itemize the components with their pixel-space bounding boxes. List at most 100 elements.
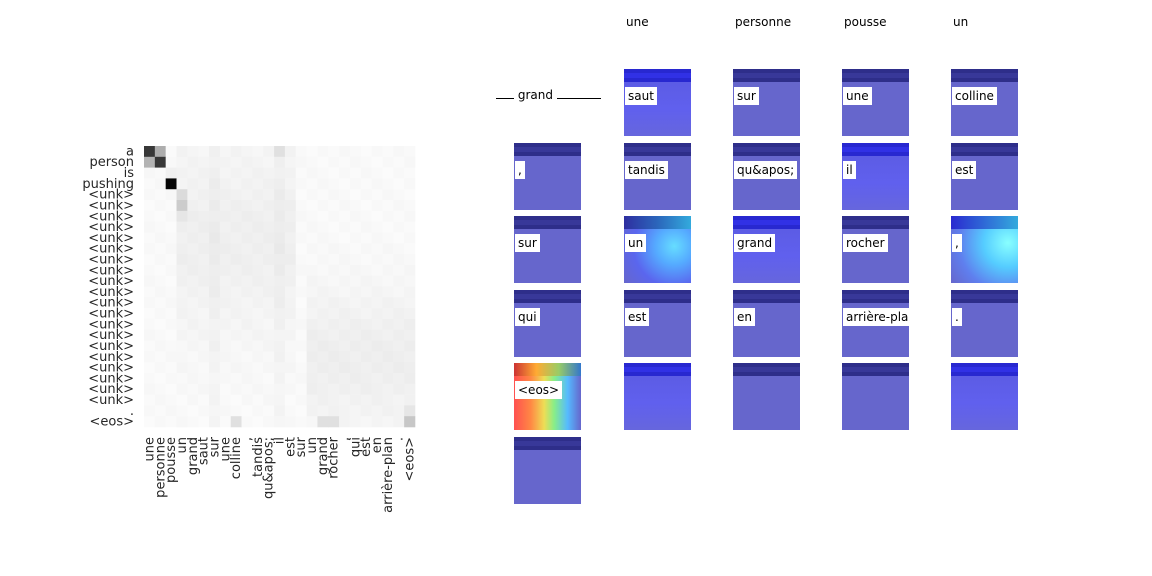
attention-tile: arrière-plan <box>842 290 909 357</box>
heatmap-cell <box>209 351 221 363</box>
heatmap-cell <box>209 210 221 222</box>
heatmap-cell <box>295 329 307 341</box>
heatmap-cell <box>295 200 307 212</box>
heatmap-cell <box>317 232 329 244</box>
tile-label: saut <box>625 87 657 105</box>
attention-tile: est <box>951 143 1018 210</box>
heatmap-cell <box>328 232 340 244</box>
heatmap-cell <box>187 286 199 298</box>
heatmap-cell <box>339 189 351 201</box>
heatmap-cell <box>241 189 253 201</box>
heatmap-cell <box>230 286 242 298</box>
heatmap-cell <box>371 275 383 287</box>
heatmap-cell <box>176 210 188 222</box>
heatmap-cell <box>306 416 318 428</box>
heatmap-cell <box>176 232 188 244</box>
y-tick-label: <unk> <box>88 382 134 397</box>
heatmap-cell <box>382 210 394 222</box>
heatmap-cell <box>349 286 362 298</box>
heatmap-cell <box>349 178 362 190</box>
heatmap-cell <box>393 221 405 233</box>
heatmap-cell <box>360 221 372 233</box>
heatmap-cell <box>295 156 307 168</box>
heatmap-cell <box>371 200 383 212</box>
tile-label: il <box>843 161 856 179</box>
tile-band-inner <box>514 367 581 372</box>
heatmap-cell <box>339 200 351 212</box>
heatmap-cell <box>165 189 177 201</box>
heatmap-cell <box>263 362 275 374</box>
heatmap-cell <box>241 156 253 168</box>
heatmap-cell <box>328 394 340 406</box>
heatmap-cell <box>263 189 275 201</box>
attention-tile <box>624 363 691 430</box>
heatmap-cell <box>154 383 166 395</box>
heatmap-cell <box>339 254 351 266</box>
heatmap-cell <box>144 243 156 255</box>
heatmap-cell <box>198 254 210 266</box>
header-word: personne <box>735 15 792 29</box>
heatmap-cell <box>295 178 307 190</box>
heatmap-cell <box>187 243 199 255</box>
heatmap-cell <box>219 362 232 374</box>
heatmap-cell <box>154 362 166 374</box>
heatmap-cell <box>360 362 372 374</box>
heatmap-cell <box>230 351 242 363</box>
heatmap-cell <box>176 275 188 287</box>
heatmap-cell <box>339 146 351 158</box>
heatmap-cell <box>187 351 199 363</box>
heatmap-cell <box>393 189 405 201</box>
heatmap-cell <box>371 416 383 428</box>
heatmap-cell <box>284 221 297 233</box>
heatmap-cell <box>198 156 210 168</box>
heatmap-cell <box>241 372 253 385</box>
heatmap-cell <box>144 372 156 385</box>
heatmap-cell <box>187 210 199 222</box>
heatmap-cell <box>404 275 416 287</box>
heatmap-cell <box>306 329 318 341</box>
heatmap-cell <box>241 297 253 309</box>
tile-band-inner <box>951 294 1018 299</box>
heatmap-cell <box>219 146 232 158</box>
heatmap-cell <box>252 372 264 385</box>
heatmap-cell <box>198 329 210 341</box>
heatmap-cell <box>393 351 405 363</box>
heatmap-cell <box>317 416 329 428</box>
heatmap-cell <box>165 221 177 233</box>
heatmap-cell <box>187 340 199 352</box>
heatmap-cell <box>263 405 275 417</box>
heatmap-cell <box>154 200 166 212</box>
tile-band <box>951 216 1018 229</box>
y-tick-label: <unk> <box>88 252 134 267</box>
tile-band <box>733 216 800 229</box>
heatmap-cell <box>295 340 307 352</box>
heatmap-cell <box>252 275 264 287</box>
heatmap-cell <box>371 286 383 298</box>
heatmap-cell <box>209 372 221 385</box>
x-tick-label: est <box>359 437 374 457</box>
y-tick-label: <unk> <box>88 263 134 278</box>
heatmap-cell <box>360 318 372 331</box>
heatmap-cell <box>295 146 307 158</box>
heatmap-cell <box>404 329 416 341</box>
y-tick-label: <unk> <box>88 198 134 213</box>
x-tick-label: personne <box>153 437 168 498</box>
heatmap-cell <box>241 405 253 417</box>
y-tick-label: <unk> <box>88 371 134 386</box>
heatmap-cell <box>187 232 199 244</box>
heatmap-cell <box>241 308 253 320</box>
heatmap-cell <box>144 264 156 276</box>
heatmap-cell <box>360 167 372 179</box>
heatmap-cell <box>219 394 232 406</box>
heatmap-cell <box>306 318 318 331</box>
heatmap-cell <box>360 416 372 428</box>
heatmap-cell <box>241 146 253 158</box>
heatmap-cell <box>144 405 156 417</box>
heatmap-cell <box>263 340 275 352</box>
heatmap-cell <box>317 254 329 266</box>
y-tick-label: a <box>126 144 134 159</box>
heatmap-cell <box>393 275 405 287</box>
heatmap-cell <box>349 372 362 385</box>
heatmap-cell <box>165 308 177 320</box>
heatmap-cell <box>165 232 177 244</box>
